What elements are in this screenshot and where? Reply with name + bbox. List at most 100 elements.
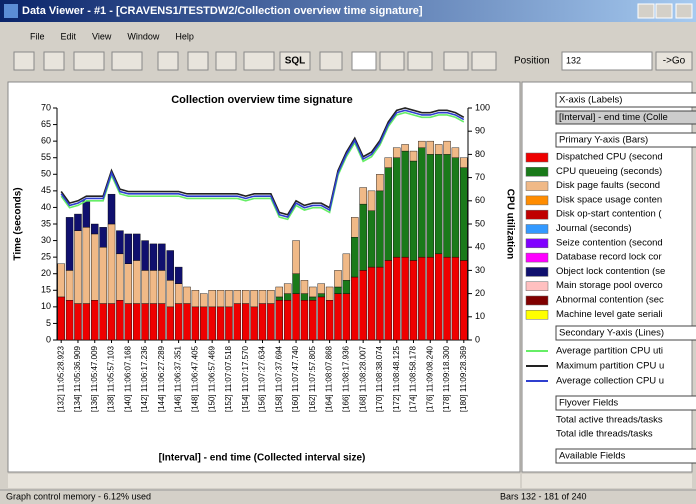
x-tick-label: [150] 11:06:57.469 — [207, 345, 216, 412]
bar-segment — [233, 290, 242, 304]
bar-segment — [267, 290, 275, 304]
legend-entry[interactable]: Journal (seconds) — [556, 223, 632, 234]
y2-tick-label: 100 — [475, 102, 490, 112]
bar-segment — [166, 250, 174, 281]
legend-swatch — [525, 152, 549, 163]
tool-button[interactable] — [351, 51, 377, 71]
tool-button[interactable] — [157, 51, 179, 71]
tool-button[interactable] — [243, 51, 275, 71]
section-header — [555, 325, 696, 341]
legend-entry[interactable]: Average collection CPU u — [556, 376, 664, 387]
go-label: ->Go — [663, 56, 686, 67]
x-tick-label: [140] 11:06:07.168 — [123, 345, 132, 412]
legend-entry[interactable]: Disk page faults (second — [556, 180, 660, 191]
bar-segment — [242, 290, 250, 304]
bar-segment — [258, 290, 267, 304]
x-field[interactable]: [Interval] - end time (Colle — [559, 112, 668, 123]
x-tick-label: [154] 11:07:17.570 — [241, 345, 250, 412]
legend-swatch — [525, 295, 549, 306]
bar-segment — [401, 144, 409, 152]
bar-segment — [443, 140, 451, 155]
legend-entry[interactable]: Object lock contention (se — [556, 266, 665, 277]
legend-entry[interactable]: Total active threads/tasks — [556, 415, 663, 426]
legend-entry[interactable]: Average partition CPU uti — [556, 346, 663, 357]
x-tick-label: [168] 11:08:28.007 — [358, 345, 367, 412]
menu-item[interactable]: Help — [175, 31, 194, 41]
tool-button[interactable] — [319, 51, 343, 71]
y-tick-label: 5 — [46, 318, 51, 328]
bar-segment — [74, 213, 82, 231]
legend-entry[interactable]: Abnormal contention (sec — [556, 295, 664, 306]
menu-item[interactable]: File — [30, 31, 45, 41]
bar-segment — [166, 280, 174, 308]
tool-button[interactable] — [111, 51, 143, 71]
legend-entry[interactable]: CPU queueing (seconds) — [556, 166, 662, 177]
bar-segment — [426, 140, 434, 155]
x-tick-label: [176] 11:09:08.240 — [425, 345, 434, 412]
bar-segment — [132, 303, 141, 341]
menu-item[interactable]: Edit — [61, 31, 77, 41]
bar-segment — [275, 296, 283, 301]
tool-button[interactable] — [407, 51, 433, 71]
bar-segment — [300, 300, 309, 341]
tool-button[interactable] — [187, 51, 209, 71]
bar-segment — [107, 223, 116, 304]
window-title: Data Viewer - #1 - [CRAVENS1/TESTDW2/Col… — [22, 5, 423, 17]
x-tick-label: [134] 11:05:36.909 — [73, 345, 82, 412]
y-tick-label: 20 — [41, 268, 51, 278]
bar-segment — [367, 266, 376, 341]
legend-entry[interactable]: Main storage pool overco — [556, 280, 663, 291]
bar-segment — [434, 154, 443, 255]
menu-item[interactable]: View — [92, 31, 112, 41]
legend-entry[interactable]: Database record lock cor — [556, 252, 662, 263]
y-tick-label: 55 — [41, 152, 51, 162]
h-scrollbar[interactable] — [8, 474, 520, 488]
legend-entry[interactable]: Disk space usage conten — [556, 194, 662, 205]
bar-segment — [91, 223, 99, 235]
menu-bar: File Edit View Window Help — [30, 31, 194, 41]
maximize-button[interactable] — [655, 3, 673, 19]
legend-entry[interactable]: Dispatched CPU (second — [556, 152, 663, 163]
y2-tick-label: 20 — [475, 288, 485, 298]
minimize-button[interactable] — [637, 3, 655, 19]
bar-segment — [325, 300, 334, 341]
bar-segment — [200, 306, 208, 341]
y-tick-label: 70 — [41, 102, 51, 112]
legend-entry[interactable]: Machine level gate seriali — [556, 309, 663, 320]
tool-button[interactable] — [471, 51, 497, 71]
h-scrollbar[interactable] — [522, 474, 692, 488]
x-tick-label: [172] 11:08:48.125 — [392, 345, 401, 412]
x-tick-label: [146] 11:06:37.351 — [174, 345, 183, 412]
bar-segment — [292, 273, 300, 294]
legend-entry[interactable]: Seize contention (second — [556, 237, 663, 248]
bar-segment — [275, 300, 283, 341]
legend-entry[interactable]: Maximum partition CPU u — [556, 361, 664, 372]
section-header — [555, 395, 696, 411]
y2-tick-label: 90 — [475, 126, 485, 136]
bar-segment — [208, 306, 216, 341]
bar-segment — [124, 233, 133, 264]
bar-segment — [351, 276, 359, 341]
legend-entry[interactable]: Disk op-start contention ( — [556, 209, 662, 220]
y-tick-label: 35 — [41, 218, 51, 228]
sql-button[interactable] — [279, 51, 311, 71]
tool-button[interactable] — [379, 51, 405, 71]
tool-button[interactable] — [215, 51, 237, 71]
tool-button[interactable] — [43, 51, 65, 71]
close-button[interactable] — [675, 3, 693, 19]
legend-entry[interactable]: Total idle threads/tasks — [556, 429, 653, 440]
bar-segment — [91, 233, 99, 301]
menu-item[interactable]: Window — [127, 31, 160, 41]
bar-segment — [418, 256, 426, 341]
tool-button[interactable] — [443, 51, 469, 71]
go-button[interactable] — [655, 51, 693, 71]
tool-button[interactable] — [13, 51, 35, 71]
bar-segment — [99, 227, 107, 248]
x-tick-label: [138] 11:05:57.103 — [107, 345, 116, 412]
bar-segment — [132, 233, 141, 261]
bar-segment — [392, 256, 401, 341]
tool-button[interactable] — [73, 51, 105, 71]
position-input[interactable] — [561, 51, 653, 71]
line-series — [60, 107, 465, 216]
bar-segment — [376, 174, 384, 192]
